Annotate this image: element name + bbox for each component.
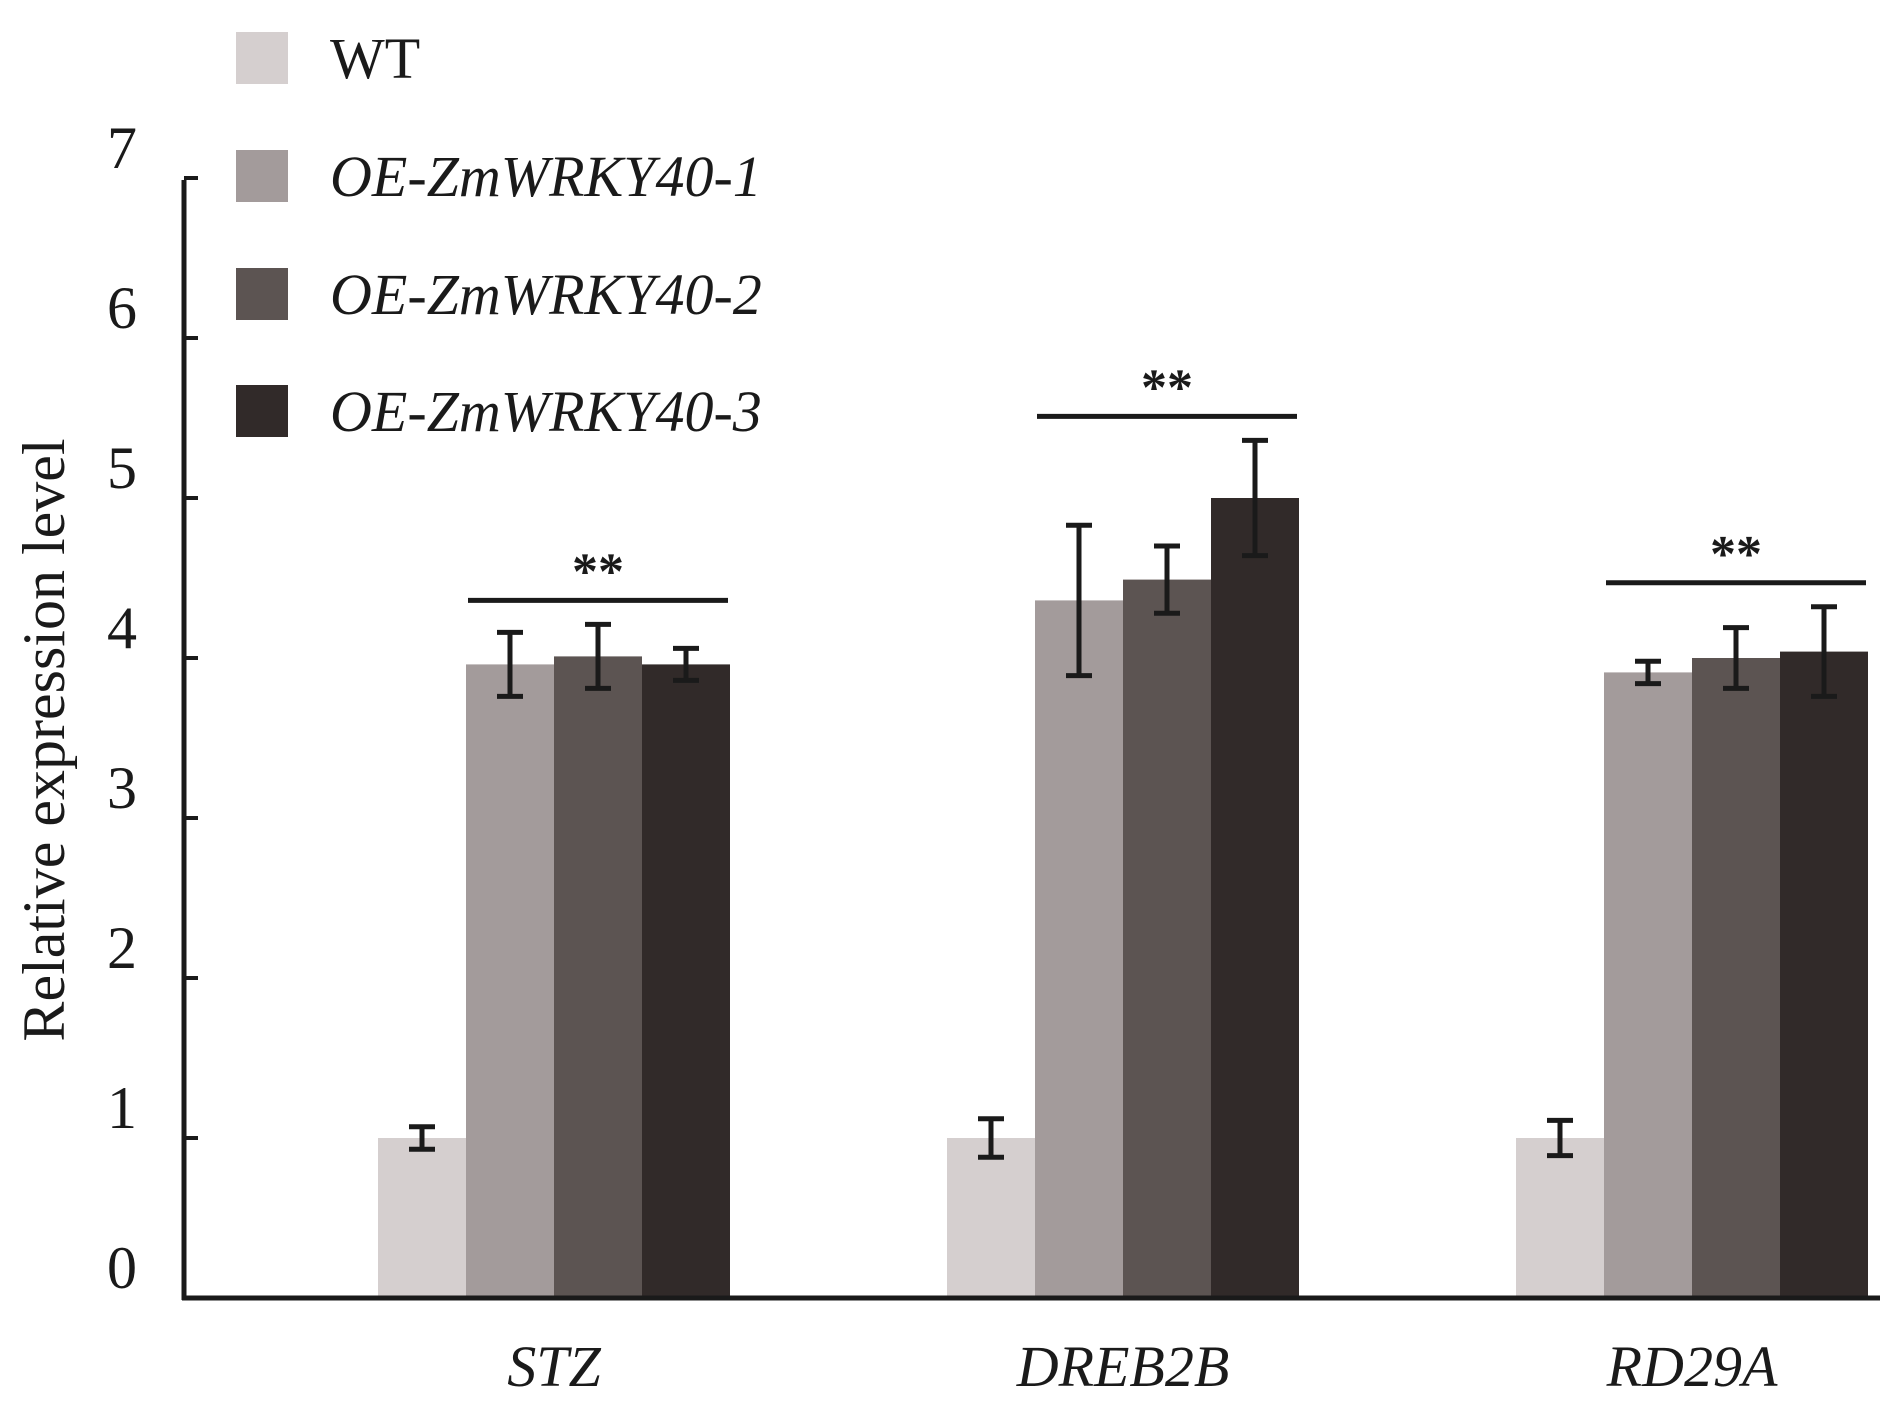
bar-dreb2b-series-1 xyxy=(947,1138,1035,1298)
bar-stz-series-4 xyxy=(642,664,730,1298)
y-tick-label-2: 2 xyxy=(107,915,137,981)
significance-label-stz: ** xyxy=(572,543,624,600)
y-tick-label-7: 7 xyxy=(107,115,137,181)
y-tick-label-5: 5 xyxy=(107,435,137,501)
legend-swatch-3 xyxy=(236,268,288,320)
legend-swatch-2 xyxy=(236,150,288,202)
bar-stz-series-3 xyxy=(554,656,642,1298)
bar-rd29a-series-4 xyxy=(1780,651,1868,1298)
bar-dreb2b-series-4 xyxy=(1211,498,1299,1298)
legend-swatch-4 xyxy=(236,385,288,437)
legend-label-3: OE-ZmWRKY40-2 xyxy=(330,262,762,327)
y-tick-label-6: 6 xyxy=(107,275,137,341)
bar-rd29a-series-1 xyxy=(1516,1138,1604,1298)
x-category-label-rd29a: RD29A xyxy=(1606,1334,1778,1399)
legend-swatch-1 xyxy=(236,32,288,84)
x-category-label-dreb2b: DREB2B xyxy=(1016,1334,1230,1399)
bar-dreb2b-series-2 xyxy=(1035,600,1123,1298)
legend-label-4: OE-ZmWRKY40-3 xyxy=(330,379,762,444)
y-tick-label-3: 3 xyxy=(107,755,137,821)
bar-stz-series-2 xyxy=(466,664,554,1298)
y-tick-label-4: 4 xyxy=(107,595,137,661)
y-axis-title: Relative expression level xyxy=(11,438,77,1041)
legend-label-2: OE-ZmWRKY40-1 xyxy=(330,144,762,209)
y-tick-label-1: 1 xyxy=(107,1075,137,1141)
significance-label-dreb2b: ** xyxy=(1141,359,1193,416)
bar-rd29a-series-3 xyxy=(1692,658,1780,1298)
bar-rd29a-series-2 xyxy=(1604,672,1692,1298)
legend-label-1: WT xyxy=(330,26,420,91)
significance-label-rd29a: ** xyxy=(1710,526,1762,583)
y-tick-label-0: 0 xyxy=(107,1235,137,1301)
bar-stz-series-1 xyxy=(378,1138,466,1298)
bar-dreb2b-series-3 xyxy=(1123,579,1211,1298)
x-category-label-stz: STZ xyxy=(507,1334,601,1399)
